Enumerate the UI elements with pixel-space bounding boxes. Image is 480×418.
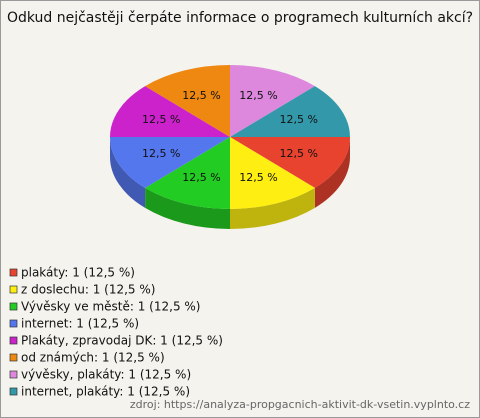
legend-label: Vývěsky ve městě: 1 (12,5 %) <box>21 300 200 314</box>
legend-label: z doslechu: 1 (12,5 %) <box>21 283 155 297</box>
legend-swatch <box>9 285 18 294</box>
legend-label: plakáty: 1 (12,5 %) <box>21 266 135 280</box>
slice <box>110 137 230 188</box>
slice <box>230 86 350 137</box>
slice-side <box>110 137 146 208</box>
legend-swatch <box>9 370 18 379</box>
legend-swatch <box>9 302 18 311</box>
slice-label: 12,5 % <box>142 113 180 126</box>
slice-side <box>145 187 230 229</box>
chart-title: Odkud nejčastěji čerpáte informace o pro… <box>7 10 473 26</box>
legend-swatch <box>9 387 18 396</box>
legend-label: Plakáty, zpravodaj DK: 1 (12,5 %) <box>21 334 223 348</box>
slice <box>110 86 230 137</box>
legend-swatch <box>9 319 18 328</box>
legend-label: vývěsky, plakáty: 1 (12,5 %) <box>21 368 191 382</box>
slice-label: 12,5 % <box>142 147 180 160</box>
slice-label: 12,5 % <box>239 89 277 102</box>
legend-swatch <box>9 336 18 345</box>
slice-side <box>230 187 315 229</box>
slice <box>145 137 230 210</box>
legend-swatch <box>9 268 18 277</box>
legend-label: od známých: 1 (12,5 %) <box>21 351 165 365</box>
slice-label: 12,5 % <box>280 113 318 126</box>
legend-label: internet, plakáty: 1 (12,5 %) <box>21 385 190 399</box>
slice-label: 12,5 % <box>280 147 318 160</box>
slice <box>230 137 350 188</box>
slice <box>230 137 315 209</box>
legend-swatch <box>9 353 18 362</box>
slice-label: 12,5 % <box>182 89 220 102</box>
slice-side <box>314 137 350 208</box>
source: zdroj: https://analyza-propgacnich-aktiv… <box>130 398 470 411</box>
slice <box>230 65 315 137</box>
slice-label: 12,5 % <box>182 171 220 184</box>
legend-label: internet: 1 (12,5 %) <box>21 317 139 331</box>
slice <box>145 65 230 137</box>
slice-label: 12,5 % <box>239 171 277 184</box>
